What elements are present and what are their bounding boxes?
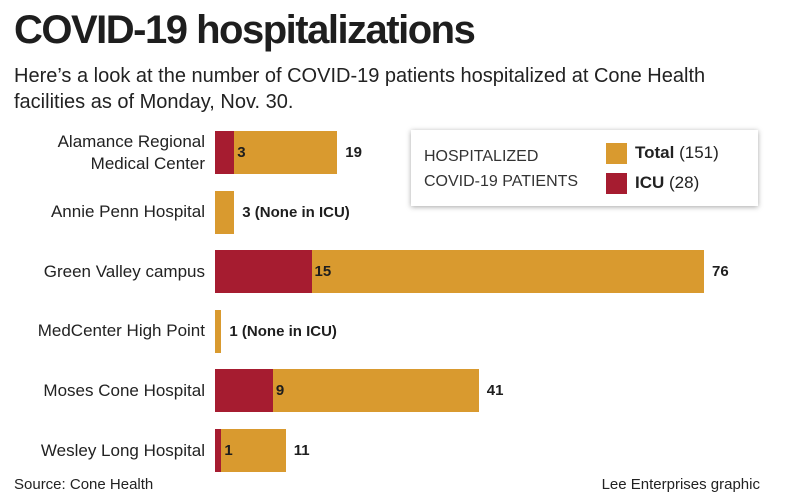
- legend-total-label: Total: [635, 143, 675, 162]
- legend-item-icu: ICU (28): [635, 172, 699, 194]
- bar-total: [215, 131, 338, 174]
- icu-value-label: 15: [314, 263, 332, 281]
- source-note: Source: Cone Health: [14, 476, 154, 493]
- legend-total-count: (151): [679, 143, 719, 162]
- bar-icu: [215, 131, 235, 174]
- legend-icu-label: ICU: [635, 173, 665, 192]
- bar-icu: [215, 369, 273, 413]
- legend: HOSPITALIZED COVID-19 PATIENTS Total (15…: [411, 130, 758, 206]
- category-label: Green Valley campus: [43, 261, 205, 281]
- chart-subtitle: Here’s a look at the number of COVID-19 …: [14, 65, 706, 113]
- legend-item-total: Total (151): [635, 142, 719, 164]
- total-value-label: 1 (None in ICU): [229, 322, 337, 340]
- bar-total: [215, 309, 222, 353]
- bar-icu: [215, 429, 222, 472]
- category-label: Wesley Long Hospital: [40, 440, 205, 460]
- total-value-label: 41: [486, 382, 504, 400]
- category-label: Alamance Regional Medical Center: [57, 131, 205, 173]
- total-value-label: 11: [293, 442, 310, 459]
- icu-value-label: 9: [275, 382, 285, 400]
- bar-total: [215, 190, 235, 234]
- total-value-label: 3 (None in ICU): [242, 203, 350, 221]
- category-label: Moses Cone Hospital: [43, 380, 205, 400]
- icu-value-label: 1: [224, 442, 233, 459]
- total-value-label: 76: [712, 263, 729, 281]
- credit-note: Lee Enterprises graphic: [601, 476, 760, 493]
- bar-total: [215, 429, 286, 472]
- total-value-label: 19: [345, 144, 362, 161]
- category-label: MedCenter High Point: [37, 321, 205, 341]
- chart-title: COVID-19 hospitalizations: [14, 8, 476, 52]
- category-label: Annie Penn Hospital: [50, 202, 205, 222]
- legend-swatch-total: [606, 143, 627, 164]
- legend-icu-count: (28): [669, 173, 700, 192]
- icu-value-label: 3: [237, 144, 246, 161]
- legend-title: HOSPITALIZED COVID-19 PATIENTS: [424, 148, 579, 190]
- bar-icu: [215, 250, 312, 294]
- legend-swatch-icu: [606, 173, 627, 194]
